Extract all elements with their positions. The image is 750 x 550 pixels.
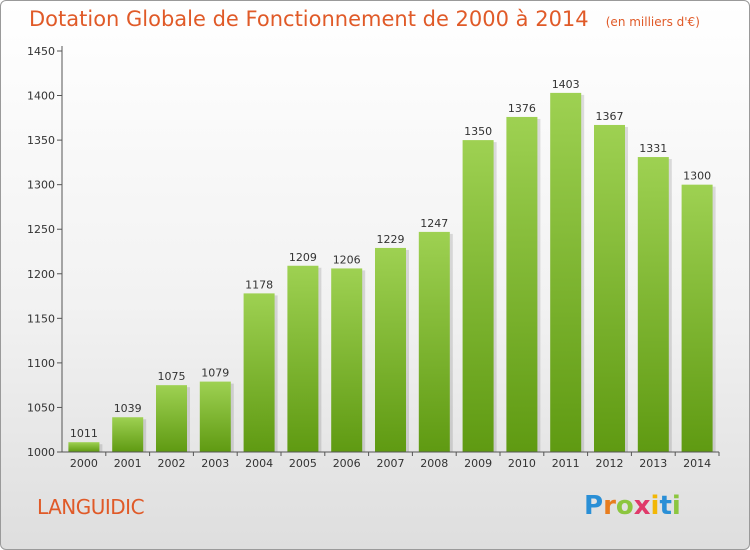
x-tick-label: 2008 — [420, 457, 448, 470]
x-tick-label: 2000 — [70, 457, 98, 470]
y-tick-label: 1250 — [27, 223, 55, 236]
bar-value-label: 1039 — [114, 402, 142, 415]
bar-value-label: 1209 — [289, 251, 317, 264]
y-tick-label: 1400 — [27, 90, 55, 103]
bar-value-label: 1367 — [596, 110, 624, 123]
bar-value-label: 1011 — [70, 427, 98, 440]
x-tick-label: 2002 — [158, 457, 186, 470]
bar — [112, 417, 144, 452]
bar-value-label: 1300 — [683, 170, 711, 183]
bar — [287, 265, 319, 452]
labels-layer: 1011 2000 1039 2001 1075 2002 1079 2003 1178 2004… — [27, 45, 711, 470]
y-tick-label: 1200 — [27, 268, 55, 281]
logo-letter: P — [584, 491, 604, 521]
bar — [637, 157, 669, 452]
x-tick-label: 2003 — [201, 457, 229, 470]
y-tick-label: 1000 — [27, 446, 55, 459]
bar — [156, 385, 187, 452]
y-tick-label: 1100 — [27, 357, 55, 370]
bar-value-label: 1331 — [639, 142, 667, 155]
axes-layer — [57, 46, 720, 456]
logo-letter: r — [603, 491, 616, 521]
x-tick-label: 2004 — [245, 457, 273, 470]
bar — [550, 92, 582, 452]
bars-layer — [68, 92, 716, 452]
x-tick-label: 2012 — [596, 457, 624, 470]
y-tick-label: 1450 — [27, 45, 55, 58]
x-tick-label: 2014 — [683, 457, 711, 470]
bar-value-label: 1079 — [201, 367, 229, 380]
bar-value-label: 1247 — [420, 217, 448, 230]
commune-name: LANGUIDIC — [37, 495, 145, 519]
logo-letter: i — [671, 491, 681, 521]
bar-value-label: 1206 — [333, 253, 361, 266]
x-tick-label: 2013 — [639, 457, 667, 470]
x-tick-label: 2009 — [464, 457, 492, 470]
bar — [418, 231, 450, 452]
x-tick-label: 2005 — [289, 457, 317, 470]
bar — [506, 116, 538, 452]
bar — [331, 268, 363, 452]
logo-letter: t — [659, 491, 672, 521]
x-tick-label: 2010 — [508, 457, 536, 470]
bar-value-label: 1178 — [245, 278, 273, 291]
x-tick-label: 2007 — [377, 457, 405, 470]
bar-value-label: 1075 — [158, 370, 186, 383]
y-tick-label: 1150 — [27, 312, 55, 325]
x-tick-label: 2001 — [114, 457, 142, 470]
x-tick-label: 2006 — [333, 457, 361, 470]
y-tick-label: 1050 — [27, 401, 55, 414]
bar — [462, 140, 494, 452]
logo-letter: i — [650, 491, 660, 521]
logo-letter: x — [633, 491, 651, 521]
bar — [68, 442, 100, 452]
chart-title: Dotation Globale de Fonctionnement de 20… — [29, 7, 589, 31]
bar — [594, 124, 625, 452]
y-tick-label: 1350 — [27, 134, 55, 147]
title-row: Dotation Globale de Fonctionnement de 20… — [29, 7, 700, 31]
x-tick-label: 2011 — [552, 457, 580, 470]
bar-value-label: 1350 — [464, 125, 492, 138]
bar — [375, 247, 406, 452]
logo-letter: o — [615, 491, 634, 521]
bar-value-label: 1403 — [552, 78, 580, 91]
bar — [243, 293, 275, 452]
chart-unit-note: (en milliers d'€) — [605, 15, 700, 29]
y-tick-label: 1300 — [27, 179, 55, 192]
proxiti-logo[interactable]: Proxiti — [584, 491, 681, 521]
bar — [199, 381, 231, 452]
bar-value-label: 1376 — [508, 102, 536, 115]
bar-value-label: 1229 — [377, 233, 405, 246]
bar — [681, 184, 713, 452]
